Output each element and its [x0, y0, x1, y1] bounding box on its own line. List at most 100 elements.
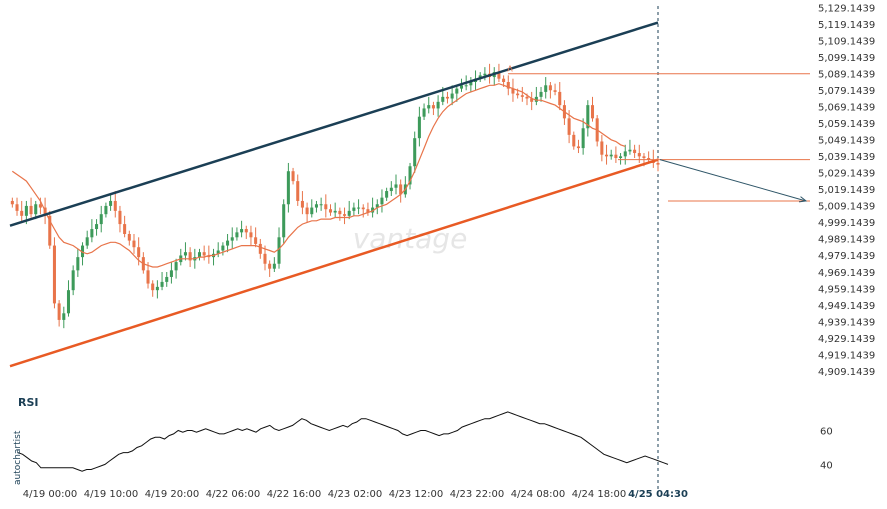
candle-body: [300, 200, 304, 208]
candle-body: [286, 171, 290, 205]
x-tick-label: 4/23 12:00: [389, 489, 443, 500]
candle-body: [427, 105, 431, 109]
candle-body: [188, 252, 192, 261]
candle-body: [558, 91, 562, 106]
candle-body: [277, 237, 281, 264]
candle-body: [48, 215, 52, 246]
y-tick-label: 5,019.1439: [818, 185, 875, 196]
candle-body: [399, 184, 403, 195]
x-axis: 4/19 00:00 4/19 10:00 4/19 20:00 4/22 06:00…: [23, 489, 688, 500]
candle-body: [483, 73, 487, 76]
candle-body: [160, 281, 164, 287]
candle-body: [169, 270, 173, 277]
candle-body: [647, 158, 651, 160]
candle-body: [450, 93, 454, 99]
y-tick-label: 5,009.1439: [818, 202, 875, 213]
candle-body: [282, 204, 286, 238]
y-tick-label: 5,029.1439: [818, 169, 875, 180]
candle-body: [62, 313, 66, 320]
projection-arrow-head: [798, 196, 808, 203]
candle-body: [357, 207, 361, 209]
candle-body: [38, 204, 42, 208]
current-time-label: 4/25 04:30: [628, 489, 688, 500]
candle-body: [235, 232, 239, 238]
candle-body: [338, 210, 342, 215]
candle-body: [380, 197, 384, 205]
y-tick-label: 4,909.1439: [818, 367, 875, 378]
y-tick-label: 4,969.1439: [818, 268, 875, 279]
x-tick-label: 4/24 18:00: [572, 489, 626, 500]
candle-body: [216, 250, 220, 254]
rsi-line: [17, 411, 669, 472]
candle-body: [553, 90, 557, 92]
candle-body: [254, 237, 258, 244]
candle-body: [548, 85, 552, 91]
projection-arrow-line: [659, 159, 807, 202]
candle-body: [240, 229, 244, 233]
candle-body: [534, 96, 538, 102]
candle-body: [10, 200, 14, 205]
candle-body: [118, 210, 122, 225]
autochartist-logo: autochartist: [13, 430, 23, 485]
candle-body: [296, 181, 300, 201]
candle-body: [333, 210, 337, 213]
channel-upper-line: [9, 21, 659, 227]
candle-body: [590, 105, 595, 119]
candle-body: [623, 151, 627, 157]
candle-body: [57, 303, 61, 320]
y-tick-label: 4,989.1439: [818, 235, 875, 246]
peak-marker: Λ: [507, 65, 513, 74]
candle-body: [516, 93, 520, 96]
candle-body: [413, 138, 417, 167]
candle-body: [436, 101, 440, 109]
y-axis: 5,129.1439 5,119.1439 5,109.1439 5,099.1439…: [818, 3, 875, 377]
candle-body: [34, 204, 38, 215]
candle-body: [343, 214, 347, 216]
candle-body: [268, 263, 272, 269]
candle-body: [385, 191, 389, 198]
channel-lower-line: [9, 158, 659, 368]
candle-body: [183, 252, 187, 256]
y-tick-label: 4,979.1439: [818, 251, 875, 262]
candle-body: [633, 149, 637, 154]
rsi-title: RSI: [18, 396, 39, 409]
candle-body: [104, 205, 108, 215]
y-tick-label: 5,049.1439: [818, 136, 875, 147]
candle-body: [530, 98, 534, 102]
candle-body: [572, 134, 576, 147]
drawn-lines: Λ: [9, 21, 810, 368]
candle-body: [202, 252, 206, 256]
candle-body: [24, 205, 28, 216]
candle-body: [113, 200, 117, 211]
candle-body: [109, 200, 113, 206]
candle-body: [95, 224, 99, 230]
candle-body: [609, 154, 613, 157]
candle-body: [174, 262, 178, 271]
y-tick-label: 5,039.1439: [818, 152, 875, 163]
y-tick-label: 5,089.1439: [818, 70, 875, 81]
candle-body: [155, 286, 159, 291]
candle-body: [324, 204, 328, 210]
rsi-tick-label: 40: [820, 460, 833, 471]
y-tick-label: 4,959.1439: [818, 284, 875, 295]
candle-body: [80, 245, 85, 258]
candle-body: [66, 290, 71, 314]
moving-average-line: [11, 83, 626, 268]
candle-body: [600, 141, 604, 155]
x-tick-label: 4/23 22:00: [450, 489, 504, 500]
candle-body: [539, 91, 543, 97]
x-tick-label: 4/19 10:00: [84, 489, 138, 500]
candle-body: [394, 184, 398, 188]
candle-body: [628, 149, 632, 152]
candle-body: [165, 276, 169, 282]
candle-body: [305, 207, 309, 215]
moving-average: [11, 83, 626, 268]
candle-body: [249, 232, 253, 238]
candle-body: [464, 85, 468, 87]
candle-body: [221, 245, 225, 251]
candle-body: [576, 146, 580, 149]
x-tick-label: 4/24 08:00: [511, 489, 565, 500]
candle-body: [197, 252, 202, 258]
